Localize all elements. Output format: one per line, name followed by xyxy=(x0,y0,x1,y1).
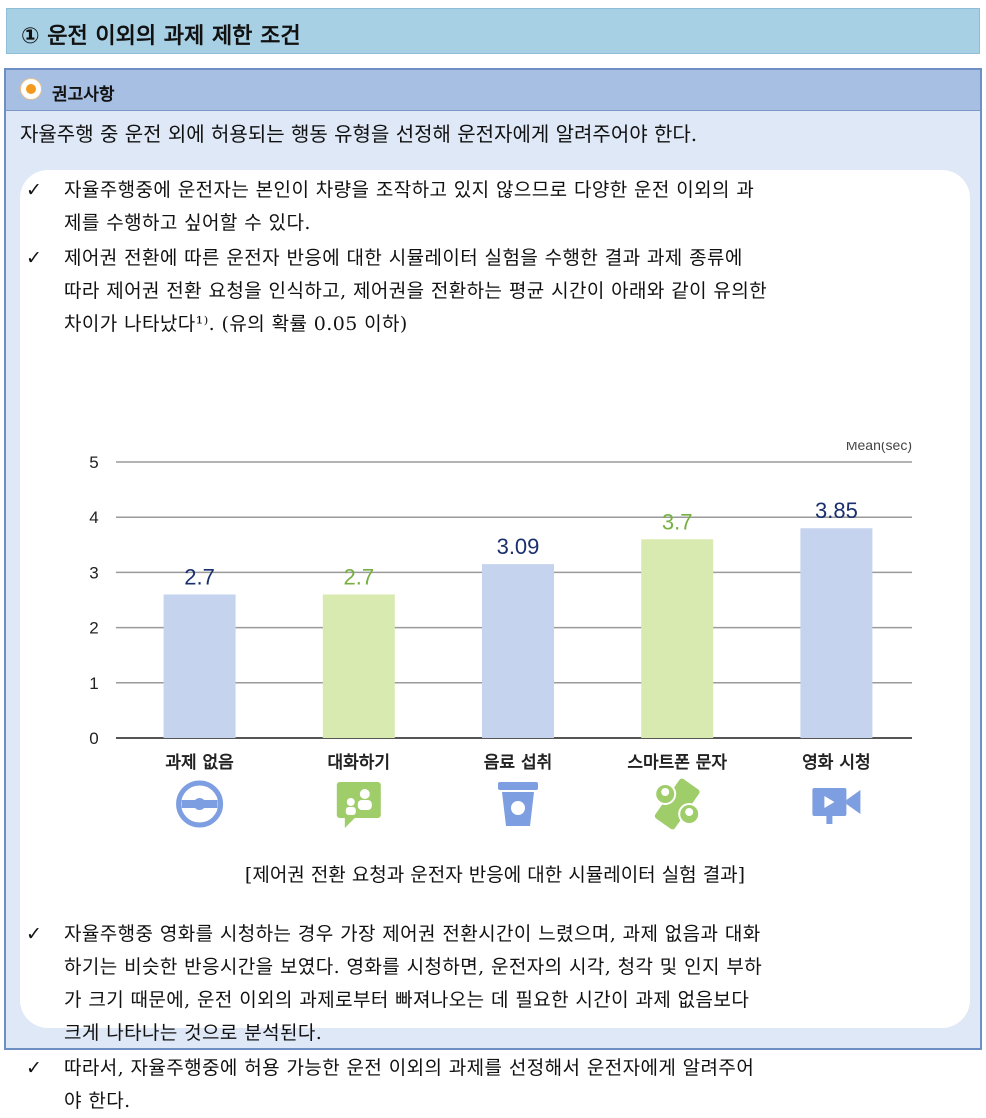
bullet-line: 자율주행중 영화를 시청하는 경우 가장 제어권 전환시간이 느렸으며, 과제 … xyxy=(64,923,761,945)
checkmark-icon: ✓ xyxy=(26,1057,42,1079)
data-label: 3.85 xyxy=(815,498,858,523)
smartphone-message-icon xyxy=(654,778,701,830)
bullet-line: 자율주행중에 운전자는 본인이 차량을 조작하고 있지 않으므로 다양한 운전 … xyxy=(64,179,755,201)
bar xyxy=(482,564,554,738)
content-box: ✓ 자율주행중에 운전자는 본인이 차량을 조작하고 있지 않으므로 다양한 운… xyxy=(20,170,970,1112)
conversation-icon xyxy=(336,782,381,828)
recommendation-intro: 자율주행 중 운전 외에 허용되는 행동 유형을 선정해 운전자에게 알려주어야… xyxy=(20,122,698,146)
bar xyxy=(322,594,395,738)
bullet-line: 가 크기 때문에, 운전 이외의 과제로부터 빠져나오는 데 필요한 시간이 과… xyxy=(64,989,750,1011)
checkmark-icon: ✓ xyxy=(26,247,42,269)
data-label: 2.7 xyxy=(184,564,215,589)
data-label: 3.7 xyxy=(662,509,693,534)
recommendation-label: 권고사항 xyxy=(52,85,115,105)
bullet-line: 하기는 비슷한 반응시간을 보였다. 영화를 시청하면, 운전자의 시각, 청각… xyxy=(64,956,763,978)
category-label: 음료 섭취 xyxy=(484,752,552,773)
unit-label: Mean(sec) xyxy=(846,442,912,453)
bullet-line: 따라서, 자율주행중에 허용 가능한 운전 이외의 과제를 선정해서 운전자에게… xyxy=(64,1057,755,1079)
checkmark-icon: ✓ xyxy=(26,923,42,945)
recommendation-panel: 권고사항 자율주행 중 운전 외에 허용되는 행동 유형을 선정해 운전자에게 … xyxy=(4,68,982,1112)
bar xyxy=(800,528,873,738)
bullet-line: 야 한다. xyxy=(64,1090,131,1112)
bullet-line: 따라 제어권 전환 요청을 인식하고, 제어권을 전환하는 평균 시간이 아래와… xyxy=(64,280,768,302)
y-tick-label: 3 xyxy=(89,563,98,582)
data-label: 3.09 xyxy=(497,534,540,559)
bar xyxy=(641,539,714,738)
reaction-time-chart: Mean(sec) 0 1 2 3 4 5 2.7 과제 없음 2.7 대화하기 3.09 음료 섭취 3… xyxy=(76,437,916,862)
y-tick-label: 2 xyxy=(89,619,98,638)
section-title: ① 운전 이외의 과제 제한 조건 xyxy=(21,24,301,49)
bullet-line: 차이가 나타났다¹⁾. (유의 확률 0.05 이하) xyxy=(64,313,408,335)
chart-caption: [제어권 전환 요청과 운전자 반응에 대한 시뮬레이터 실험 결과] xyxy=(244,864,746,886)
bullet-circle-icon xyxy=(20,78,42,100)
y-tick-label: 1 xyxy=(89,674,98,693)
steering-wheel-icon xyxy=(176,780,224,828)
section-header: ① 운전 이외의 과제 제한 조건 xyxy=(6,8,980,54)
y-tick-label: 5 xyxy=(89,453,98,472)
checkmark-icon: ✓ xyxy=(26,179,42,201)
bar xyxy=(163,594,236,738)
category-label: 대화하기 xyxy=(328,753,391,773)
chart-svg: Mean(sec) 0 1 2 3 4 5 2.7 과제 없음 2.7 대화하기 3.09 음료 섭취 3… xyxy=(89,437,912,830)
bullet-line: 크게 나타나는 것으로 분석된다. xyxy=(64,1022,323,1044)
y-tick-label: 0 xyxy=(89,729,98,748)
data-label: 2.7 xyxy=(344,564,375,589)
video-camera-icon xyxy=(812,788,861,824)
category-label: 스마트폰 문자 xyxy=(627,753,727,773)
y-tick-label: 4 xyxy=(89,508,98,527)
bullet-line: 제어권 전환에 따른 운전자 반응에 대한 시뮬레이터 실험을 수행한 결과 과… xyxy=(64,247,743,269)
recommendation-header: 권고사항 xyxy=(6,70,980,111)
category-label: 영화 시청 xyxy=(802,752,870,773)
drink-cup-icon xyxy=(498,782,538,826)
bullet-line: 제를 수행하고 싶어할 수 있다. xyxy=(64,212,311,234)
category-label: 과제 없음 xyxy=(165,753,234,773)
